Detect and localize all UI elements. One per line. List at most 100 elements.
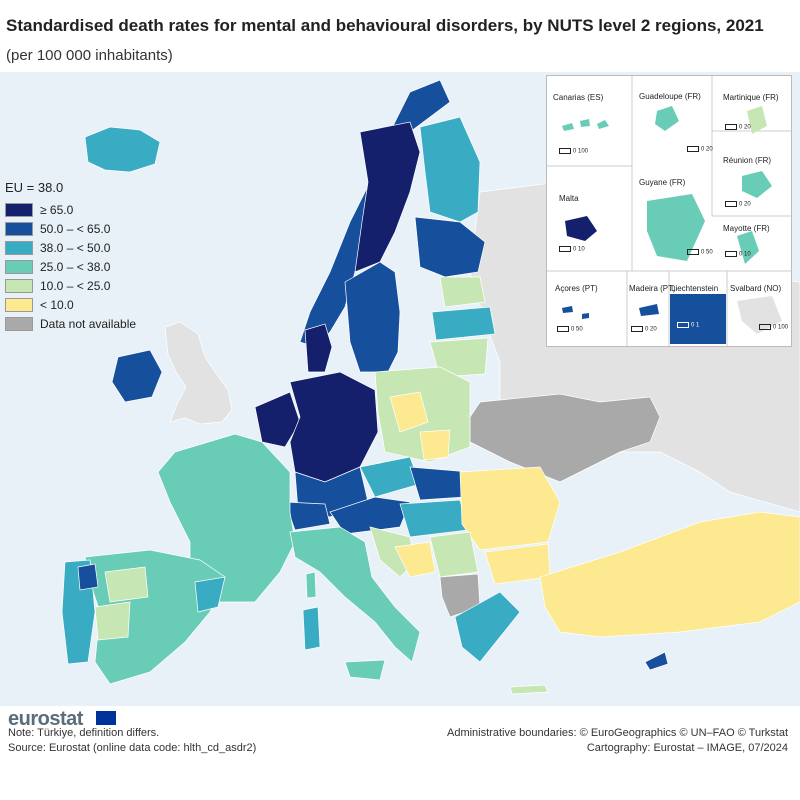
legend-item: Data not available (5, 314, 136, 333)
eu-flag-icon (96, 711, 116, 725)
inset-scale-svalbard: 0 100 (759, 324, 788, 331)
inset-scale-malta: 0 10 (559, 246, 585, 253)
legend-item: 50.0 – < 65.0 (5, 219, 136, 238)
region-bosnia (394, 541, 436, 578)
legend-swatch (5, 297, 33, 312)
scale-text: 0 20 (645, 326, 657, 333)
region-latvia (431, 306, 496, 341)
inset-label-martinique: Martinique (FR) (723, 93, 779, 102)
legend-label: 38.0 – < 50.0 (40, 240, 111, 255)
scale-text: 0 20 (739, 201, 751, 208)
legend-eu-average: EU = 38.0 (5, 180, 64, 195)
inset-scale-mayotte: 0 10 (725, 251, 751, 258)
scale-text: 0 1 (691, 322, 700, 329)
europe-map (61, 79, 800, 695)
inset-label-guadeloupe: Guadeloupe (FR) (639, 92, 701, 101)
region-czechia (359, 456, 421, 498)
source-note: Source: Eurostat (online data code: hlth… (8, 742, 257, 754)
region-spain-teal (194, 576, 226, 613)
region-uk (164, 321, 233, 425)
legend-item: 10.0 – < 25.0 (5, 276, 136, 295)
madeira-shape (639, 304, 659, 316)
region-ukraine-grey (469, 393, 661, 483)
inset-scale-reunion: 0 20 (725, 201, 751, 208)
region-cyprus (644, 651, 669, 671)
region-turkey (539, 511, 800, 638)
region-portugal-dark (77, 563, 99, 591)
region-sardinia (302, 606, 321, 651)
region-poland-yellow (389, 391, 429, 433)
guadeloupe-shape (655, 106, 679, 131)
region-estonia (439, 276, 486, 308)
reunion-shape (742, 171, 772, 198)
legend-swatch (5, 259, 33, 274)
region-poland-yellow-2 (419, 429, 451, 461)
region-norway (299, 79, 451, 348)
scale-text: 0 20 (701, 146, 713, 153)
scale-text: 0 50 (701, 249, 713, 256)
inset-scale-guyane: 0 50 (687, 249, 713, 256)
legend-item: ≥ 65.0 (5, 200, 136, 219)
region-serbia (429, 531, 479, 578)
inset-scale-madeira: 0 20 (631, 326, 657, 333)
cartography-credit: Cartography: Eurostat – IMAGE, 07/2024 (586, 742, 788, 754)
region-crete (509, 684, 549, 695)
inset-label-guyane: Guyane (FR) (639, 178, 686, 187)
inset-dividers (547, 76, 791, 346)
inset-scale-martinique: 0 20 (725, 124, 751, 131)
scale-text: 0 100 (573, 148, 589, 155)
canarias-shape (562, 119, 609, 131)
footnote: Note: Türkiye, definition differs. (8, 727, 160, 739)
region-greece (454, 591, 521, 663)
legend-item: 25.0 – < 38.0 (5, 257, 136, 276)
scale-text: 0 50 (571, 326, 583, 333)
legend-label: Data not available (40, 316, 137, 331)
liechtenstein-shape (670, 294, 726, 344)
legend-item: 38.0 – < 50.0 (5, 238, 136, 257)
inset-label-madeira: Madeira (PT) (629, 284, 676, 293)
legend-swatch (5, 278, 33, 293)
legend-label: 10.0 – < 25.0 (40, 278, 111, 293)
scale-text: 0 10 (573, 246, 585, 253)
inset-label-svalbard: Svalbard (NO) (730, 284, 782, 293)
legend-swatch (5, 316, 33, 331)
inset-scale-canarias: 0 100 (559, 148, 588, 155)
region-iceland (84, 126, 161, 173)
legend-label: 50.0 – < 65.0 (40, 221, 111, 236)
inset-label-canarias: Canarias (ES) (553, 93, 604, 102)
admin-boundaries-credit: Administrative boundaries: © EuroGeograp… (446, 727, 788, 739)
legend-swatch (5, 240, 33, 255)
region-finland-north (419, 116, 481, 223)
region-lithuania (429, 337, 489, 378)
inset-label-mayotte: Mayotte (FR) (723, 224, 770, 233)
legend: EU = 38.0 ≥ 65.0 50.0 – < 65.0 38.0 – < … (5, 180, 136, 333)
region-corsica (305, 571, 317, 599)
region-ireland (111, 349, 163, 403)
region-germany (289, 371, 379, 483)
inset-scale-guadeloupe: 0 20 (687, 146, 713, 153)
region-hungary (399, 499, 469, 538)
legend-item: < 10.0 (5, 295, 136, 314)
inset-label-malta: Malta (559, 194, 579, 203)
map-subtitle: (per 100 000 inhabitants) (6, 47, 173, 64)
region-denmark (304, 323, 333, 373)
region-spain-light-2 (94, 601, 131, 641)
martinique-shape (747, 106, 767, 134)
legend-label: < 10.0 (40, 297, 74, 312)
eurostat-logo: eurostat (8, 708, 83, 730)
region-romania (459, 466, 561, 551)
legend-swatch (5, 202, 33, 217)
inset-scale-acores: 0 50 (557, 326, 583, 333)
inset-scale-liechtenstein: 0 1 (677, 322, 699, 329)
inset-panel: Canarias (ES) 0 100 Guadeloupe (FR) 0 20… (546, 75, 792, 347)
legend-label: 25.0 – < 38.0 (40, 259, 111, 274)
region-benelux (254, 391, 301, 448)
region-italy (289, 526, 421, 663)
region-sweden-south (344, 261, 401, 373)
scale-text: 0 20 (739, 124, 751, 131)
guyane-shape (647, 194, 705, 261)
scale-text: 0 100 (773, 324, 789, 331)
region-spain-light (104, 566, 149, 603)
map-title: Standardised death rates for mental and … (6, 16, 764, 35)
inset-label-reunion: Réunion (FR) (723, 156, 772, 165)
